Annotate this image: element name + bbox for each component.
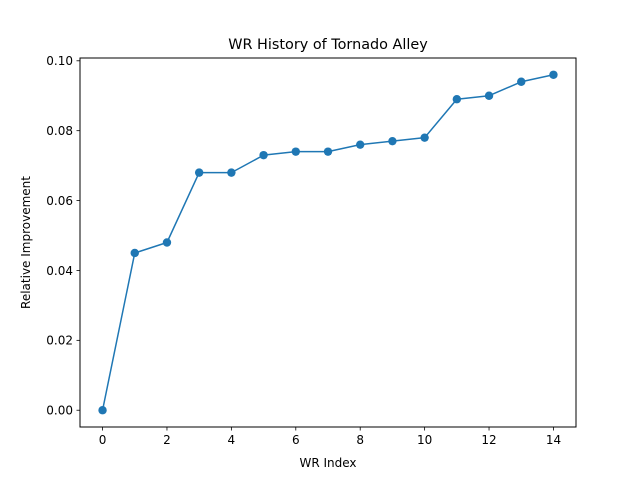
data-point-marker [323,147,333,156]
chart-title: WR History of Tornado Alley [228,37,428,53]
data-point-marker [130,248,139,258]
x-tick-label: 2 [163,433,171,447]
x-tick-label: 8 [356,433,364,447]
data-point-marker [259,150,268,160]
data-point-marker [227,168,236,177]
y-tick-label: 0.04 [46,264,73,278]
x-tick-label: 6 [292,433,300,447]
data-point-marker [291,147,300,156]
y-tick-label: 0.08 [46,124,73,138]
plot-area [80,58,576,427]
data-point-marker [420,133,429,142]
data-point-marker [452,95,462,104]
y-tick-label: 0.02 [46,334,73,348]
x-tick-label: 4 [228,433,236,447]
data-point-marker [98,406,107,415]
y-axis-label: Relative Improvement [19,176,33,309]
y-tick-label: 0.00 [46,404,73,418]
data-point-marker [388,136,397,146]
y-tick-label: 0.10 [46,54,73,68]
x-tick-label: 14 [546,433,561,447]
data-point-marker [484,91,494,100]
x-tick-label: 12 [481,433,496,447]
y-axis-ticks: 0.00 0.02 0.04 0.06 0.08 0.10 [46,54,80,418]
data-point-marker [549,70,558,79]
x-axis-label: WR Index [299,456,356,470]
data-point-marker [194,168,204,177]
series-layer [98,70,558,415]
x-tick-label: 0 [99,433,107,447]
plot-frame [79,57,577,428]
data-point-marker [162,238,172,247]
x-axis-ticks: 0 2 4 6 8 10 12 14 [99,427,561,447]
data-point-marker [517,77,526,86]
y-tick-label: 0.06 [46,194,73,208]
x-tick-label: 10 [417,433,432,447]
data-point-marker [356,140,365,149]
